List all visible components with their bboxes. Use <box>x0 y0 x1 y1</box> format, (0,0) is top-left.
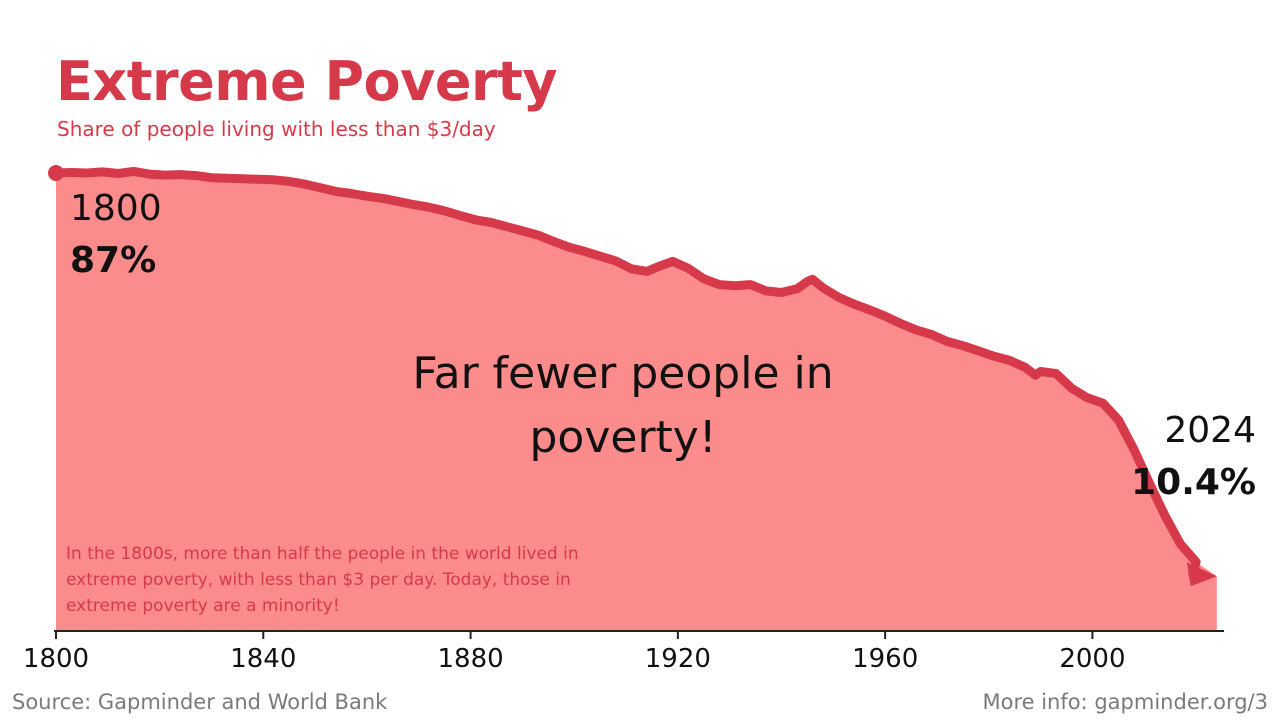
start-point-marker <box>48 165 64 181</box>
poverty-area-fill <box>56 171 1217 631</box>
x-tick-label-1920: 1920 <box>645 644 711 674</box>
end-value-label: 10.4% <box>1131 462 1256 503</box>
note-line-3: extreme poverty are a minority! <box>66 596 340 616</box>
x-tick-label-1960: 1960 <box>852 644 918 674</box>
x-tick-label-1840: 1840 <box>230 644 296 674</box>
start-value-label: 87% <box>70 240 156 281</box>
chart-subtitle: Share of people living with less than $3… <box>57 117 496 141</box>
poverty-series-line <box>51 166 1201 579</box>
end-arrow-icon <box>1186 562 1217 587</box>
poverty-area-chart: 1800 1840 1880 1920 1960 2000 1800 87% 2024 1… <box>23 165 1256 674</box>
x-tick-label-2000: 2000 <box>1059 644 1125 674</box>
x-tick-label-1800: 1800 <box>23 644 89 674</box>
note-line-1: In the 1800s, more than half the people … <box>66 544 579 564</box>
chart-title: Extreme Poverty <box>56 50 558 113</box>
end-year-label: 2024 <box>1164 410 1256 451</box>
x-axis-ticks: 1800 1840 1880 1920 1960 2000 <box>23 631 1126 674</box>
headline-message-line-2: poverty! <box>530 412 717 463</box>
headline-message-line-1: Far fewer people in <box>412 348 833 399</box>
note-line-2: extreme poverty, with less than $3 per d… <box>66 570 571 590</box>
source-credit: Source: Gapminder and World Bank <box>12 690 388 714</box>
start-year-label: 1800 <box>70 188 162 229</box>
x-tick-label-1880: 1880 <box>437 644 503 674</box>
more-info-link[interactable]: More info: gapminder.org/3 <box>982 690 1268 714</box>
